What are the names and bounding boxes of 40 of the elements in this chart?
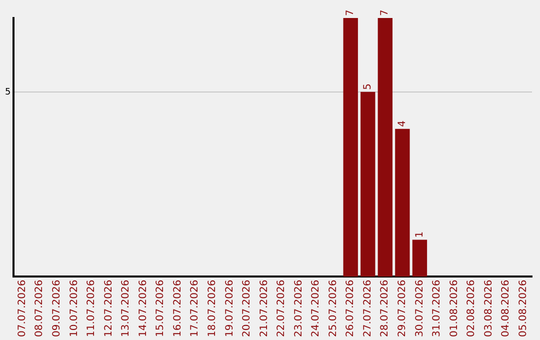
x-tick-label: 07.07.2026 (16, 280, 28, 338)
x-tick-label: 30.07.2026 (414, 280, 426, 338)
x-tick-label: 24.07.2026 (310, 280, 322, 338)
data-label: 1 (414, 231, 426, 238)
x-tick-label: 23.07.2026 (293, 280, 304, 338)
x-tick-label: 19.07.2026 (224, 280, 236, 338)
x-tick-label: 15.07.2026 (155, 280, 166, 338)
x-tick-label: 14.07.2026 (138, 280, 149, 338)
bar (378, 18, 392, 277)
x-tick-label: 05.08.2026 (518, 280, 529, 338)
x-tick-label: 08.07.2026 (34, 280, 46, 338)
x-tick-label: 29.07.2026 (397, 280, 408, 338)
x-tick-label: 12.07.2026 (103, 280, 114, 338)
x-tick-label: 20.07.2026 (242, 280, 253, 338)
x-tick-label: 28.07.2026 (380, 280, 391, 338)
x-tick-label: 03.08.2026 (483, 280, 494, 338)
x-tick-label: 01.08.2026 (448, 280, 460, 338)
bar (360, 92, 376, 277)
bar (412, 240, 428, 277)
x-tick-label: 11.07.2026 (86, 280, 98, 338)
data-label: 7 (345, 10, 356, 16)
data-label: 4 (397, 120, 408, 127)
data-label: 5 (362, 84, 374, 90)
x-tick-label: 18.07.2026 (206, 280, 218, 338)
x-tick-label: 09.07.2026 (52, 280, 63, 338)
x-tick-label: 17.07.2026 (190, 280, 201, 338)
x-tick-label: 26.07.2026 (345, 280, 356, 338)
x-tick-label: 22.07.2026 (276, 280, 288, 338)
data-label: 7 (380, 10, 391, 16)
x-tick-label: 13.07.2026 (120, 280, 132, 338)
x-tick-label: 31.07.2026 (432, 280, 443, 338)
bar (343, 18, 358, 277)
x-tick-label: 04.08.2026 (500, 280, 512, 338)
x-tick-label: 21.07.2026 (258, 280, 270, 338)
x-tick-label: 27.07.2026 (362, 280, 374, 338)
x-tick-label: 10.07.2026 (68, 280, 80, 338)
x-tick-label: 25.07.2026 (328, 280, 339, 338)
bar (395, 128, 410, 277)
x-tick-label: 16.07.2026 (172, 280, 184, 338)
x-tick-label: 02.08.2026 (466, 280, 478, 338)
